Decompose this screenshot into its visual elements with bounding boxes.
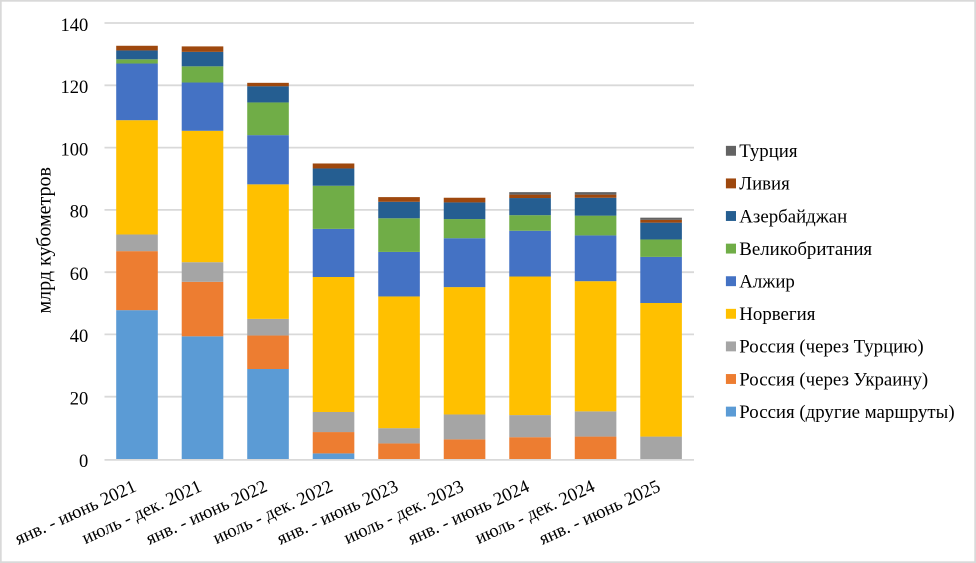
svg-text:20: 20 (70, 390, 89, 410)
svg-text:Россия (другие маршруты): Россия (другие маршруты) (739, 402, 954, 423)
svg-text:Турция: Турция (739, 141, 798, 162)
svg-text:140: 140 (60, 16, 88, 36)
svg-text:0: 0 (79, 452, 88, 472)
svg-text:80: 80 (70, 203, 89, 223)
svg-text:млрд кубометров: млрд кубометров (33, 167, 55, 313)
svg-text:Великобритания: Великобритания (739, 239, 872, 260)
svg-text:Россия (через Турцию): Россия (через Турцию) (739, 337, 923, 358)
svg-text:100: 100 (60, 140, 88, 160)
svg-text:120: 120 (60, 78, 88, 98)
svg-text:40: 40 (70, 327, 89, 347)
svg-text:Азербайджан: Азербайджан (739, 206, 847, 227)
svg-text:Норвегия: Норвегия (739, 304, 815, 325)
svg-text:Алжир: Алжир (739, 272, 795, 293)
svg-text:Россия (через Украину): Россия (через Украину) (739, 369, 928, 390)
svg-text:Ливия: Ливия (739, 174, 790, 195)
svg-text:60: 60 (70, 265, 89, 285)
